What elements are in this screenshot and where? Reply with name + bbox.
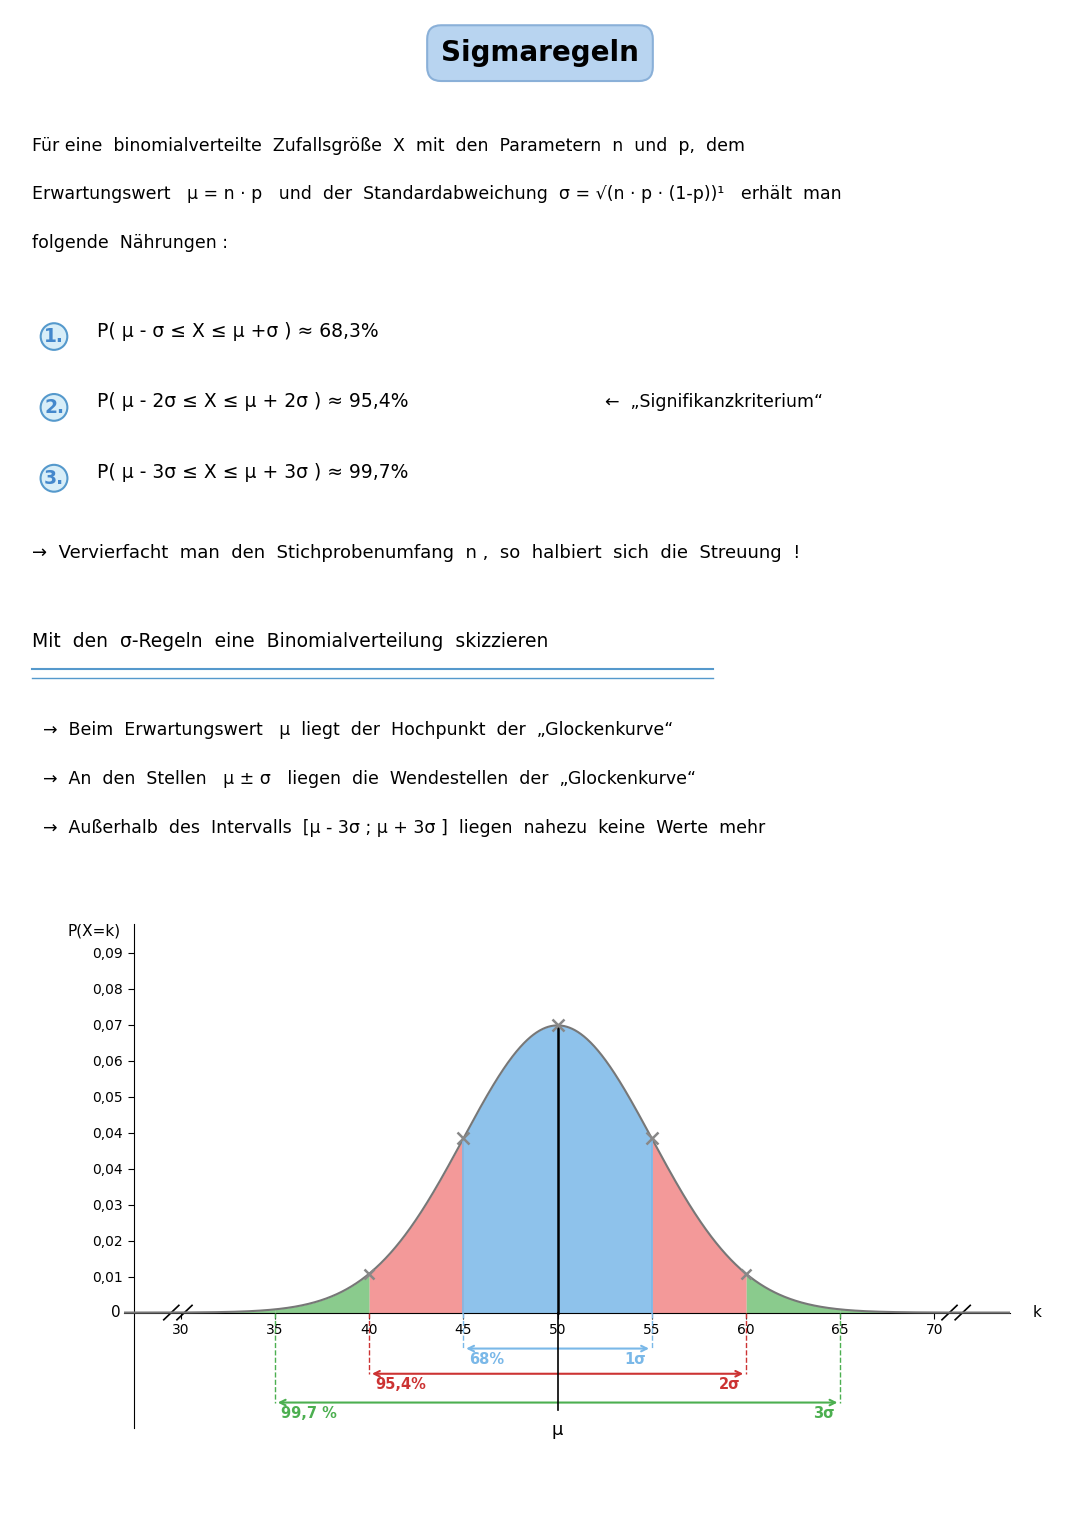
Text: 0: 0: [111, 1306, 121, 1319]
Text: 3σ: 3σ: [813, 1406, 835, 1422]
Text: 2σ: 2σ: [719, 1377, 741, 1393]
Text: ←  „Signifikanzkriterium“: ← „Signifikanzkriterium“: [605, 394, 823, 411]
Text: folgende  Nährungen :: folgende Nährungen :: [32, 234, 228, 252]
Text: 1.: 1.: [44, 327, 64, 347]
Text: →  An  den  Stellen   μ ± σ   liegen  die  Wendestellen  der  „Glockenkurve“: → An den Stellen μ ± σ liegen die Wendes…: [43, 770, 697, 788]
Text: Mit  den  σ-Regeln  eine  Binomialverteilung  skizzieren: Mit den σ-Regeln eine Binomialverteilung…: [32, 632, 549, 651]
Text: P(X=k): P(X=k): [67, 924, 121, 938]
Text: →  Außerhalb  des  Intervalls  [μ - 3σ ; μ + 3σ ]  liegen  nahezu  keine  Werte : → Außerhalb des Intervalls [μ - 3σ ; μ +…: [43, 818, 766, 837]
Text: Sigmaregeln: Sigmaregeln: [441, 40, 639, 67]
Text: →  Beim  Erwartungswert   μ  liegt  der  Hochpunkt  der  „Glockenkurve“: → Beim Erwartungswert μ liegt der Hochpu…: [43, 721, 674, 739]
Text: P( μ - 2σ ≤ X ≤ μ + 2σ ) ≈ 95,4%: P( μ - 2σ ≤ X ≤ μ + 2σ ) ≈ 95,4%: [97, 392, 408, 411]
Text: k: k: [1032, 1306, 1041, 1319]
Text: P( μ - σ ≤ X ≤ μ +σ ) ≈ 68,3%: P( μ - σ ≤ X ≤ μ +σ ) ≈ 68,3%: [97, 322, 379, 341]
Text: 2.: 2.: [44, 399, 64, 417]
Text: 1σ: 1σ: [624, 1353, 646, 1367]
Text: 3.: 3.: [44, 469, 64, 487]
Text: 68%: 68%: [469, 1353, 504, 1367]
Text: P( μ - 3σ ≤ X ≤ μ + 3σ ) ≈ 99,7%: P( μ - 3σ ≤ X ≤ μ + 3σ ) ≈ 99,7%: [97, 463, 408, 483]
Text: Erwartungswert   μ = n · p   und  der  Standardabweichung  σ = √(n · p · (1-p))¹: Erwartungswert μ = n · p und der Standar…: [32, 185, 842, 203]
Text: μ: μ: [552, 1420, 564, 1438]
Text: 95,4%: 95,4%: [375, 1377, 426, 1393]
Text: 99,7 %: 99,7 %: [281, 1406, 337, 1422]
Text: Für eine  binomialverteilte  Zufallsgröße  X  mit  den  Parametern  n  und  p,  : Für eine binomialverteilte Zufallsgröße …: [32, 136, 745, 154]
Text: →  Vervierfacht  man  den  Stichprobenumfang  n ,  so  halbiert  sich  die  Stre: → Vervierfacht man den Stichprobenumfang…: [32, 544, 800, 562]
